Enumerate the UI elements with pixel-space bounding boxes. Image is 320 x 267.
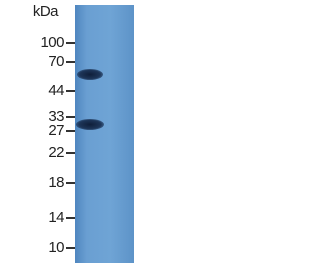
marker-tick bbox=[66, 130, 75, 132]
marker-tick bbox=[66, 247, 75, 249]
unit-label: kDa bbox=[32, 3, 59, 20]
marker-tick bbox=[66, 217, 75, 219]
marker-tick bbox=[66, 90, 75, 92]
marker-tick bbox=[66, 116, 75, 118]
marker-label: 70 bbox=[48, 53, 64, 70]
marker-label: 100 bbox=[40, 34, 64, 51]
marker-label: 33 bbox=[48, 108, 64, 125]
marker-label: 27 bbox=[48, 122, 64, 139]
marker-tick bbox=[66, 42, 75, 44]
marker-tick bbox=[66, 61, 75, 63]
marker-label: 10 bbox=[48, 239, 64, 256]
lane bbox=[75, 5, 134, 263]
marker-label: 44 bbox=[48, 82, 64, 99]
blot-image: {"ladder": {"unit": "kDa", "markers": ["… bbox=[0, 0, 150, 267]
marker-label: 22 bbox=[48, 144, 64, 161]
band bbox=[76, 119, 104, 130]
marker-tick bbox=[66, 152, 75, 154]
marker-label: 18 bbox=[48, 174, 64, 191]
band bbox=[77, 69, 103, 80]
marker-tick bbox=[66, 182, 75, 184]
marker-label: 14 bbox=[48, 209, 64, 226]
